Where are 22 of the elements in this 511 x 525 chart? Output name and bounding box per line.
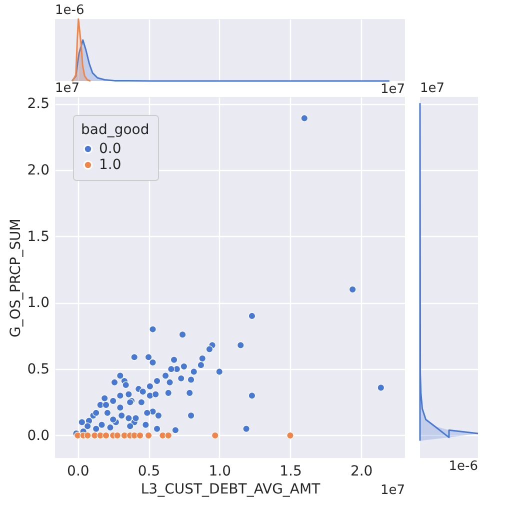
text: 1e7 bbox=[380, 82, 405, 97]
legend-title: bad_good bbox=[81, 122, 150, 138]
x-axis-title: L3_CUST_DEBT_AVG_AMT bbox=[140, 482, 321, 498]
text: 1e-6 bbox=[55, 3, 84, 18]
y-tick-label: 1.5 bbox=[27, 228, 50, 245]
y-tick-label: 0.5 bbox=[27, 362, 50, 378]
y-tick-label: 0.0 bbox=[27, 428, 50, 444]
annotation: 1e7 bbox=[55, 81, 80, 96]
y-tick-label: 1.0 bbox=[27, 295, 50, 312]
y-axis-title: G_OS_PRCP_SUM bbox=[8, 218, 24, 338]
text: 1e7 bbox=[380, 483, 405, 498]
text: 1e-6 bbox=[448, 459, 478, 474]
y-tick-label: 2.0 bbox=[27, 162, 50, 178]
x-tick-label: 2.0 bbox=[350, 464, 373, 480]
y-tick-label: 2.5 bbox=[27, 96, 50, 112]
legend-label: 1.0 bbox=[99, 157, 122, 173]
x-tick-label: 0.0 bbox=[67, 464, 90, 480]
x-tick-label: 0.5 bbox=[138, 464, 160, 480]
legend-label: 0.0 bbox=[99, 141, 122, 157]
x-tick-label: 1.5 bbox=[280, 464, 302, 480]
text: 1e7 bbox=[420, 81, 445, 96]
x-tick-label: 1.0 bbox=[208, 464, 232, 480]
